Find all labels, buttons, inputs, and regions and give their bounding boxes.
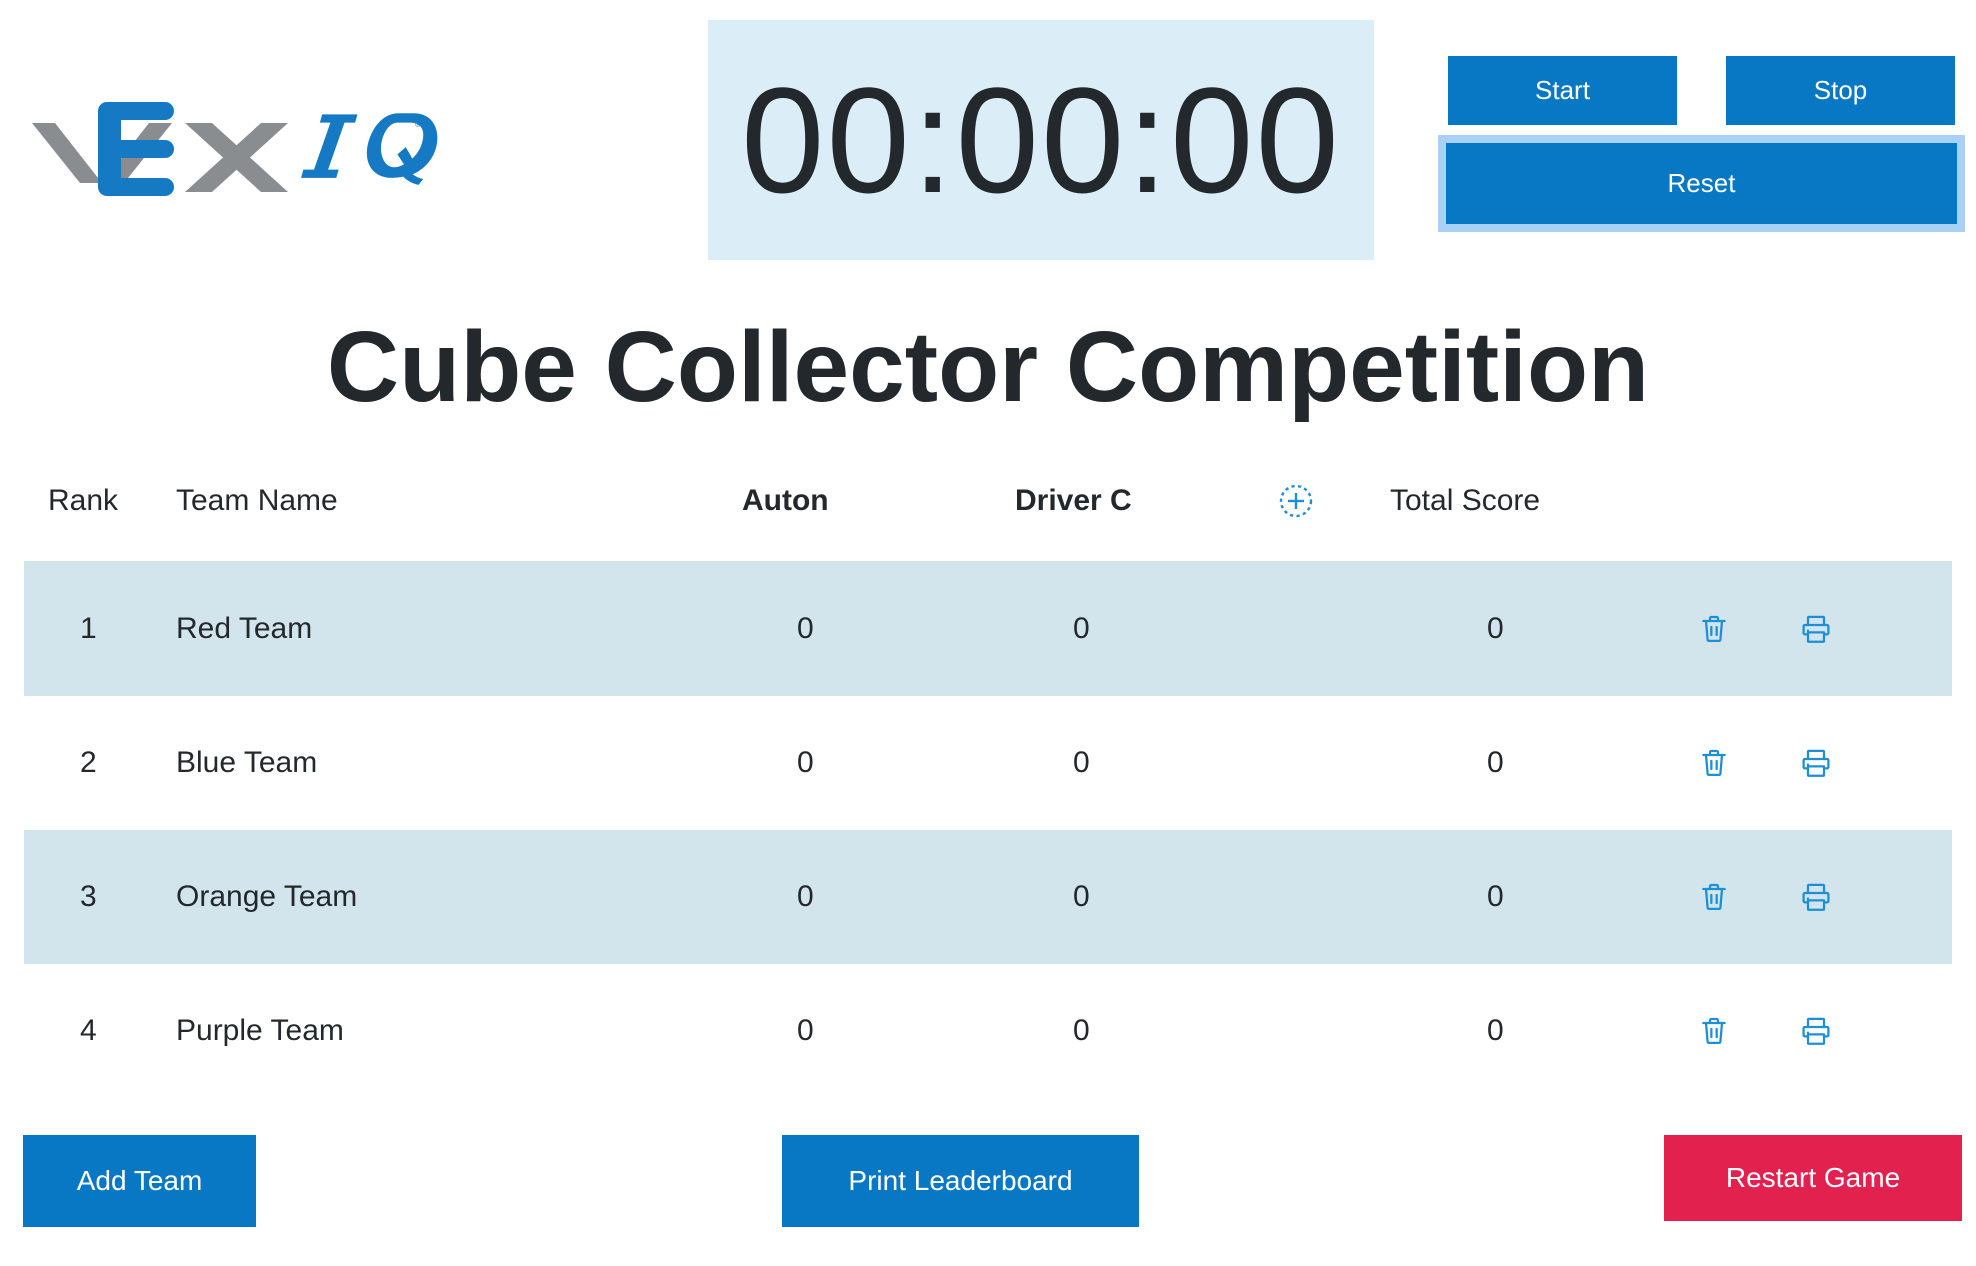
svg-text:®: ® — [415, 120, 421, 129]
